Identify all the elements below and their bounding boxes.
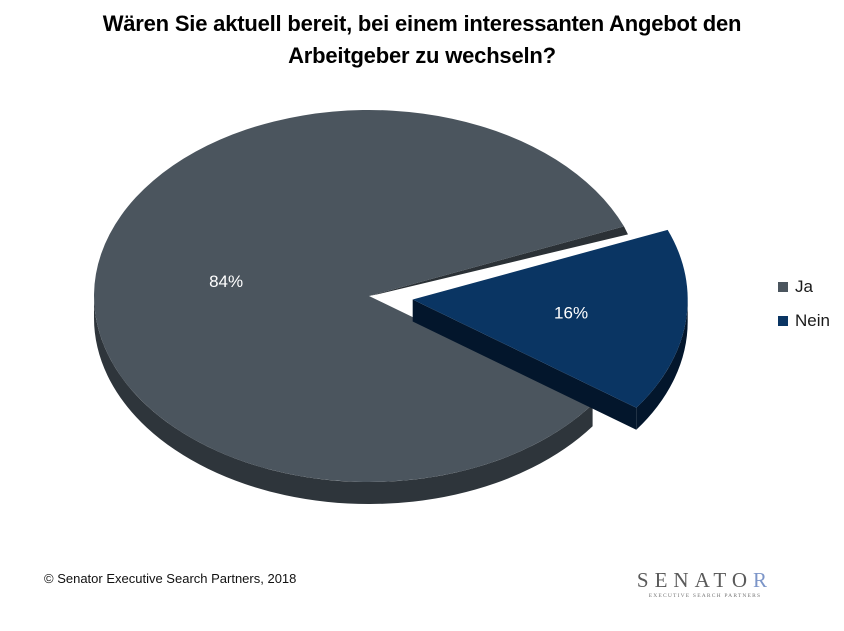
chart-title-line-1: Wären Sie aktuell bereit, bei einem inte… bbox=[102, 11, 742, 36]
legend-label-nein: Nein bbox=[795, 311, 830, 330]
legend-label-ja: Ja bbox=[795, 277, 813, 296]
legend-item-ja: Ja bbox=[778, 276, 830, 298]
senator-logo: SENATOR EXECUTIVE SEARCH PARTNERS bbox=[620, 569, 790, 599]
data-label-nein: 16% bbox=[554, 303, 588, 322]
pie-slice-top-ja bbox=[94, 109, 624, 482]
pie-slice-top-nein bbox=[412, 229, 688, 408]
logo-wordmark: SENATOR bbox=[620, 569, 790, 591]
chart-legend: Ja Nein bbox=[778, 276, 830, 344]
legend-swatch-ja bbox=[778, 282, 788, 292]
chart-title: Wären Sie aktuell bereit, bei einem inte… bbox=[0, 8, 844, 72]
legend-swatch-nein bbox=[778, 316, 788, 326]
pie-slice-cut-ja bbox=[369, 226, 628, 296]
legend-item-nein: Nein bbox=[778, 310, 830, 332]
chart-title-line-2: Arbeitgeber zu wechseln? bbox=[288, 43, 556, 68]
copyright-text: © Senator Executive Search Partners, 201… bbox=[44, 571, 297, 586]
logo-wordmark-main: SENATO bbox=[636, 568, 754, 592]
logo-tagline: EXECUTIVE SEARCH PARTNERS bbox=[648, 593, 762, 599]
logo-wordmark-accent: R bbox=[753, 568, 774, 592]
pie-slice-side-ja bbox=[93, 296, 593, 505]
pie-slice-ja: 84% bbox=[93, 109, 628, 505]
pie-chart: 84% 16% bbox=[93, 109, 688, 505]
pie-slice-cut-nein bbox=[412, 299, 637, 430]
pie-slice-side-nein bbox=[636, 299, 688, 430]
data-label-ja: 84% bbox=[209, 272, 243, 291]
pie-slice-nein: 16% bbox=[412, 229, 688, 430]
